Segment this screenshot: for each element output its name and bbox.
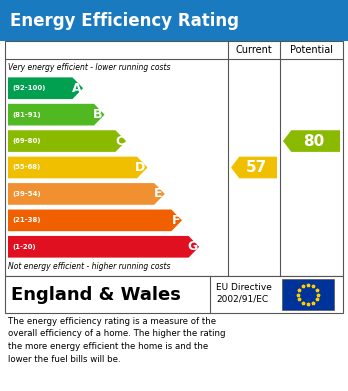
Polygon shape (8, 183, 165, 205)
Text: Not energy efficient - higher running costs: Not energy efficient - higher running co… (8, 262, 171, 271)
Bar (5, 276, 343, 313)
Polygon shape (231, 157, 277, 178)
Bar (282, 279, 334, 310)
Polygon shape (8, 104, 104, 126)
Text: Energy Efficiency Rating: Energy Efficiency Rating (10, 11, 239, 29)
Text: (81-91): (81-91) (12, 112, 41, 118)
Text: Potential: Potential (290, 45, 333, 55)
Polygon shape (8, 77, 83, 99)
Text: (55-68): (55-68) (12, 165, 40, 170)
Bar (0, 0, 348, 41)
Text: B: B (93, 108, 103, 121)
Text: England & Wales: England & Wales (11, 285, 181, 303)
Text: 57: 57 (246, 160, 267, 175)
Text: Very energy efficient - lower running costs: Very energy efficient - lower running co… (8, 63, 171, 72)
Text: 80: 80 (303, 134, 325, 149)
Polygon shape (283, 130, 340, 152)
Text: (1-20): (1-20) (12, 244, 35, 250)
Text: (21-38): (21-38) (12, 217, 40, 223)
Text: The energy efficiency rating is a measure of the
overall efficiency of a home. T: The energy efficiency rating is a measur… (8, 317, 226, 364)
Text: (39-54): (39-54) (12, 191, 41, 197)
Polygon shape (8, 236, 199, 258)
Text: (92-100): (92-100) (12, 85, 45, 91)
Polygon shape (8, 130, 126, 152)
Text: Current: Current (236, 45, 272, 55)
Text: D: D (135, 161, 145, 174)
Text: F: F (172, 214, 180, 227)
Bar (5, 41, 343, 276)
Text: A: A (71, 82, 81, 95)
Text: EU Directive
2002/91/EC: EU Directive 2002/91/EC (216, 283, 272, 304)
Text: E: E (154, 187, 163, 201)
Text: (69-80): (69-80) (12, 138, 40, 144)
Polygon shape (8, 157, 148, 178)
Text: G: G (187, 240, 197, 253)
Text: C: C (115, 135, 124, 147)
Polygon shape (8, 210, 182, 231)
